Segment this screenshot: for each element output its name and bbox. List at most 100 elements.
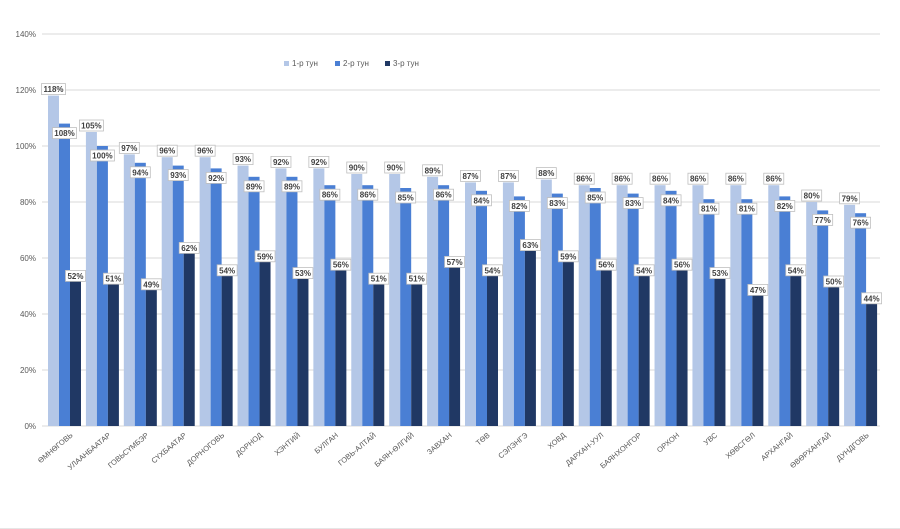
bar-series-1 <box>465 182 476 426</box>
data-label: 79% <box>842 194 858 203</box>
bar-series-2 <box>855 213 867 426</box>
bar-series-1 <box>692 185 704 426</box>
data-label: 84% <box>663 196 679 205</box>
data-label-box <box>330 258 352 271</box>
data-label-box <box>546 197 568 210</box>
data-label: 83% <box>549 199 565 208</box>
category-label: ОРХОН <box>655 431 681 455</box>
bar-series-3 <box>828 286 840 426</box>
bar-series-2 <box>172 165 184 426</box>
bar-series-2 <box>817 210 829 426</box>
bar-series-2 <box>362 185 374 426</box>
legend-label-2: 2-р тун <box>343 59 369 68</box>
data-label-box <box>167 169 189 182</box>
data-label: 49% <box>143 280 159 289</box>
data-label-box <box>801 189 823 202</box>
bar-series-1 <box>275 168 287 426</box>
data-label-box <box>368 272 390 285</box>
bar-series-3 <box>335 269 347 426</box>
data-label-box <box>433 188 454 201</box>
data-label: 86% <box>576 175 592 184</box>
data-label-box <box>861 292 882 305</box>
data-label: 86% <box>360 191 376 200</box>
bar-series-1 <box>730 185 742 426</box>
data-label-box <box>79 119 104 132</box>
data-label-box <box>460 169 481 182</box>
category-label: ДОРНОД <box>234 431 264 459</box>
data-label-box <box>595 258 617 271</box>
data-label-box <box>725 172 747 185</box>
data-label-box <box>243 180 265 193</box>
data-label: 86% <box>728 175 744 184</box>
bar-series-2 <box>703 199 715 426</box>
data-label-box <box>520 239 541 252</box>
data-label-box <box>471 194 492 207</box>
data-label-box <box>103 272 124 285</box>
bar-series-2 <box>741 199 753 426</box>
data-label: 62% <box>181 244 197 253</box>
data-label: 57% <box>447 258 463 267</box>
data-label-box <box>823 275 845 288</box>
bar-series-1 <box>351 174 363 426</box>
bar-series-3 <box>752 294 764 426</box>
bar-series-2 <box>589 188 601 426</box>
bar-series-3 <box>183 252 195 426</box>
bar-series-1 <box>48 95 59 426</box>
legend-swatch-1 <box>284 61 289 66</box>
bar-series-1 <box>806 202 818 426</box>
data-label: 54% <box>484 266 500 275</box>
category-label: ДОРНОГОВЬ <box>185 431 227 468</box>
data-label-box <box>687 172 709 185</box>
bar-series-3 <box>297 277 309 426</box>
data-label: 86% <box>690 175 706 184</box>
data-label: 92% <box>208 174 224 183</box>
data-label: 86% <box>436 191 452 200</box>
data-label: 77% <box>815 216 831 225</box>
data-label-box <box>660 194 682 207</box>
bar-series-1 <box>540 179 552 426</box>
data-label-box <box>270 155 292 168</box>
data-label-box <box>346 161 368 174</box>
data-label-box <box>216 264 238 277</box>
data-label-box <box>709 267 731 280</box>
data-label: 59% <box>257 252 273 261</box>
data-label: 89% <box>284 182 300 191</box>
data-label: 56% <box>598 261 614 270</box>
data-label-box <box>129 166 151 179</box>
category-label: ХӨВСГӨЛ <box>724 431 757 461</box>
category-label: ХЭНТИЙ <box>273 431 302 458</box>
bar-series-3 <box>411 283 423 426</box>
data-label-box <box>194 144 216 157</box>
bar-series-1 <box>654 185 666 426</box>
data-label: 86% <box>766 175 782 184</box>
data-label: 53% <box>295 269 311 278</box>
data-label-box <box>281 180 303 193</box>
data-label: 54% <box>219 266 235 275</box>
bar-series-2 <box>96 146 108 426</box>
data-label-box <box>232 153 254 166</box>
bar-series-3 <box>70 280 81 426</box>
bar-series-2 <box>438 185 450 426</box>
bar-series-1 <box>85 132 97 426</box>
category-label: БАЯНХОНГОР <box>598 431 643 471</box>
data-label: 108% <box>54 129 74 138</box>
bar-series-2 <box>513 196 525 426</box>
bar-series-2 <box>779 196 791 426</box>
data-label: 51% <box>409 275 425 284</box>
category-label: ӨМНӨГОВЬ <box>36 431 75 465</box>
data-label: 76% <box>853 219 869 228</box>
data-label-box <box>509 199 530 212</box>
data-label: 92% <box>311 158 327 167</box>
data-label: 53% <box>712 269 728 278</box>
bar-series-3 <box>449 266 461 426</box>
data-label: 89% <box>246 182 262 191</box>
bar-series-1 <box>616 185 628 426</box>
data-label-box <box>812 213 834 226</box>
data-label-box <box>357 188 379 201</box>
data-label: 93% <box>170 171 186 180</box>
data-label-box <box>498 169 519 182</box>
category-label: ЗАВХАН <box>425 431 453 457</box>
y-tick-label: 140% <box>16 30 36 39</box>
bar-series-2 <box>248 176 260 426</box>
